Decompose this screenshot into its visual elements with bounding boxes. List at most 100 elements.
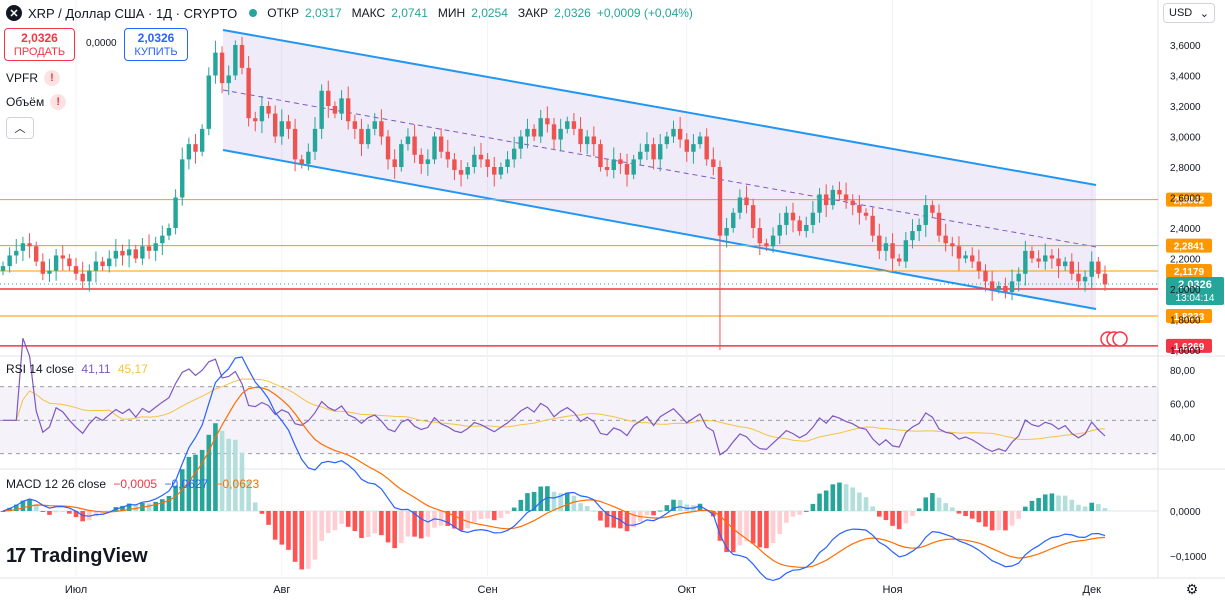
tradingview-logo[interactable]: 17 TradingView [6,545,148,568]
candle-body [671,128,676,137]
candle-body [372,121,377,129]
indicator-volume[interactable]: Объём ! [6,94,67,110]
candle-body [27,243,32,247]
macd-histogram-bar [870,506,875,511]
sell-button[interactable]: 2,0326 ПРОДАТЬ [4,28,75,61]
candle-body [870,215,875,236]
macd-histogram-bar [80,511,85,522]
macd-hist-value: −0,0005 [113,477,158,491]
candle-body [352,121,358,129]
candle-body [571,121,577,129]
macd-histogram-bar [1042,494,1048,511]
countdown-label: 13:04:14 [1176,293,1215,304]
candle-body [797,220,802,232]
macd-histogram-bar [830,484,836,511]
macd-histogram-bar [737,511,743,546]
candle-body [40,261,46,274]
macd-histogram-bar [744,511,749,542]
candle-body [498,167,504,175]
macd-histogram-bar [950,507,955,511]
macd-histogram-bar [777,511,783,535]
candle-body [996,285,1001,289]
macd-histogram-bar [186,456,192,511]
candle-body [750,205,756,228]
macd-histogram-bar [850,487,856,511]
macd-histogram-bar [153,501,158,511]
candle-body [412,136,417,155]
macd-histogram-bar [27,499,32,511]
candle-body [810,212,816,225]
rsi-name: RSI 14 close [6,362,75,376]
candle-body [677,128,683,140]
rsi-tick-label: 80,00 [1170,366,1195,377]
macd-signal-value: −0,0623 [215,477,260,491]
macd-histogram-bar [711,511,716,517]
macd-histogram-bar [697,503,703,511]
candle-body [591,136,597,145]
currency-selector[interactable]: USD ⌄ [1163,3,1215,23]
vpfr-label: VPFR [6,71,39,85]
spread-value: 0,0000 [86,38,117,49]
macd-histogram-bar [306,511,311,569]
macd-histogram-bar [876,511,882,517]
time-axis-label: Дек [1083,584,1102,596]
price-level-tag [1166,308,1212,323]
macd-histogram-bar [963,511,968,517]
symbol-title[interactable]: XRP / Доллар США · 1Д · CRYPTO [28,5,238,21]
candle-body [538,118,543,137]
macd-line [2,356,1106,582]
candle-body [598,144,603,167]
candle-body [272,113,278,137]
candle-body [910,231,915,241]
price-tick-label: 3,4000 [1170,72,1201,83]
sell-label: ПРОДАТЬ [13,46,66,58]
candle-body [100,261,105,267]
candle-body [837,189,842,195]
candle-body [405,136,411,145]
candle-body [744,197,749,206]
candle-body [160,235,165,244]
macd-histogram-bar [890,511,895,526]
buy-button[interactable]: 2,0326 КУПИТЬ [124,28,188,61]
macd-histogram-bar [943,503,948,511]
candle-body [253,118,258,122]
macd-histogram-bar [319,511,324,541]
channel-midline [222,89,1097,248]
rsi-legend[interactable]: RSI 14 close 41,11 45,17 [6,362,148,376]
candle-body [392,159,397,167]
price-level-label: 1,8233 [1174,312,1205,323]
candle-body [153,243,158,251]
candle-body [146,246,152,251]
candle-body [551,124,557,140]
macd-histogram-bar [1076,504,1081,511]
warning-icon[interactable]: ! [44,70,61,86]
macd-histogram-bar [47,511,52,515]
tv-logo-icon: 17 [6,545,26,567]
currency-label: USD [1169,7,1193,19]
candle-body [658,144,663,160]
candle-body [691,144,696,152]
macd-histogram-bar [797,511,802,515]
candle-body [1096,261,1101,274]
candle-body [140,246,145,259]
macd-histogram-bar [252,502,258,511]
indicator-vpfr[interactable]: VPFR ! [6,70,61,86]
price-tick-label: 2,0000 [1170,285,1201,296]
candle-body [790,212,796,221]
price-level-label: 1,6269 [1174,342,1205,353]
macd-histogram-bar [213,423,218,511]
gear-icon[interactable]: ⚙ [1185,580,1199,597]
macd-histogram-bar [465,511,470,529]
candle-body [445,151,450,160]
high-label: МАКС [351,6,386,20]
chevron-up-icon: ︿ [14,123,26,135]
candle-body [458,170,464,175]
macd-legend[interactable]: MACD 12 26 close −0,0005 −0,0627 −0,0623 [6,477,259,491]
collapse-indicators-button[interactable]: ︿ [6,117,34,139]
warning-icon[interactable]: ! [50,94,67,110]
macd-histogram-bar [193,454,198,511]
macd-histogram-bar [571,495,577,511]
macd-histogram-bar [286,511,291,550]
candle-body [379,121,384,137]
